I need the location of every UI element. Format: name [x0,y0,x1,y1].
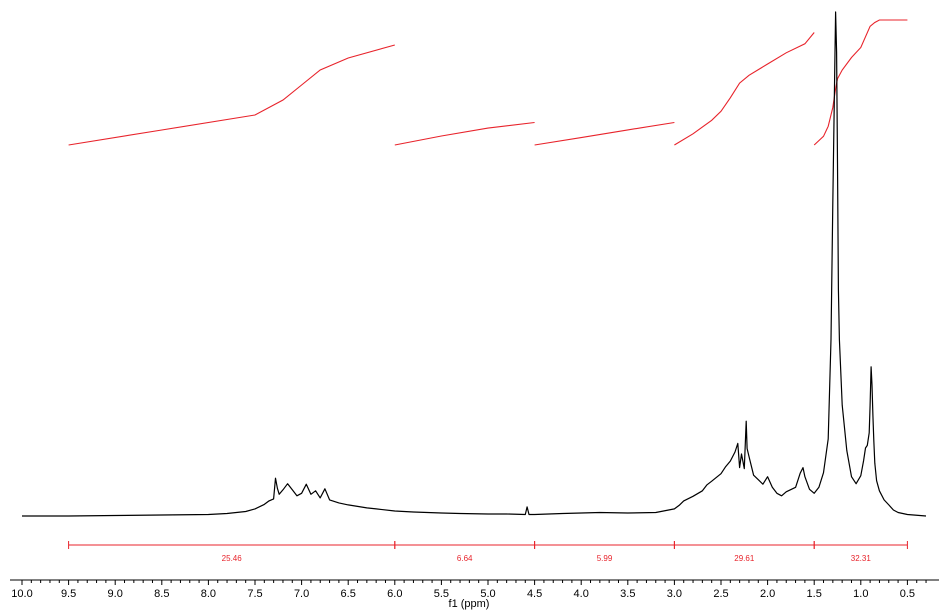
x-tick-label: 7.5 [247,588,262,600]
x-axis: 10.0 9.5 9.0 8.5 8.0 7.5 7.0 6.5 6.0 5.5 5.0 4.5 4.0… [10,579,939,600]
integral-curve [534,121,675,146]
x-tick-label: 3.0 [667,588,682,600]
integral-value-label: 32.31 [851,554,872,563]
x-tick-label: 7.0 [294,588,309,600]
x-tick-label: 4.0 [574,588,589,600]
integral-value-label: 25.46 [222,554,243,563]
x-tick-label: 3.5 [620,588,635,600]
spectrum-trace [22,11,927,517]
x-tick-label: 2.0 [760,588,775,600]
integral-value-label: 5.99 [597,554,613,563]
x-tick-label: 2.5 [713,588,728,600]
x-tick-label: 10.0 [11,588,32,600]
integral-curve [813,19,908,146]
x-tick-label: 5.5 [434,588,449,600]
integral-brackets: 25.46 6.64 5.99 29.61 32.31 [68,541,908,563]
integral-curves [68,19,908,146]
x-tick-label: 6.5 [341,588,356,600]
x-tick-label: 8.0 [201,588,216,600]
spectrum-line [22,11,927,517]
x-tick-label: 1.5 [807,588,822,600]
x-tick-label: 8.5 [154,588,169,600]
x-tick-label: 9.5 [61,588,76,600]
x-tick-label: 4.5 [527,588,542,600]
x-axis-title: f1 (ppm) [449,598,490,610]
x-tick-label: 5.0 [480,588,495,600]
integral-value-label: 6.64 [457,554,473,563]
x-tick-label: 9.0 [108,588,123,600]
x-tick-label: 6.0 [387,588,402,600]
integral-curve [394,121,535,146]
integral-curve [674,32,815,146]
x-tick-label: 1.0 [853,588,868,600]
integral-curve [68,44,395,146]
x-tick-label: 0.5 [900,588,915,600]
integral-value-label: 29.61 [734,554,755,563]
